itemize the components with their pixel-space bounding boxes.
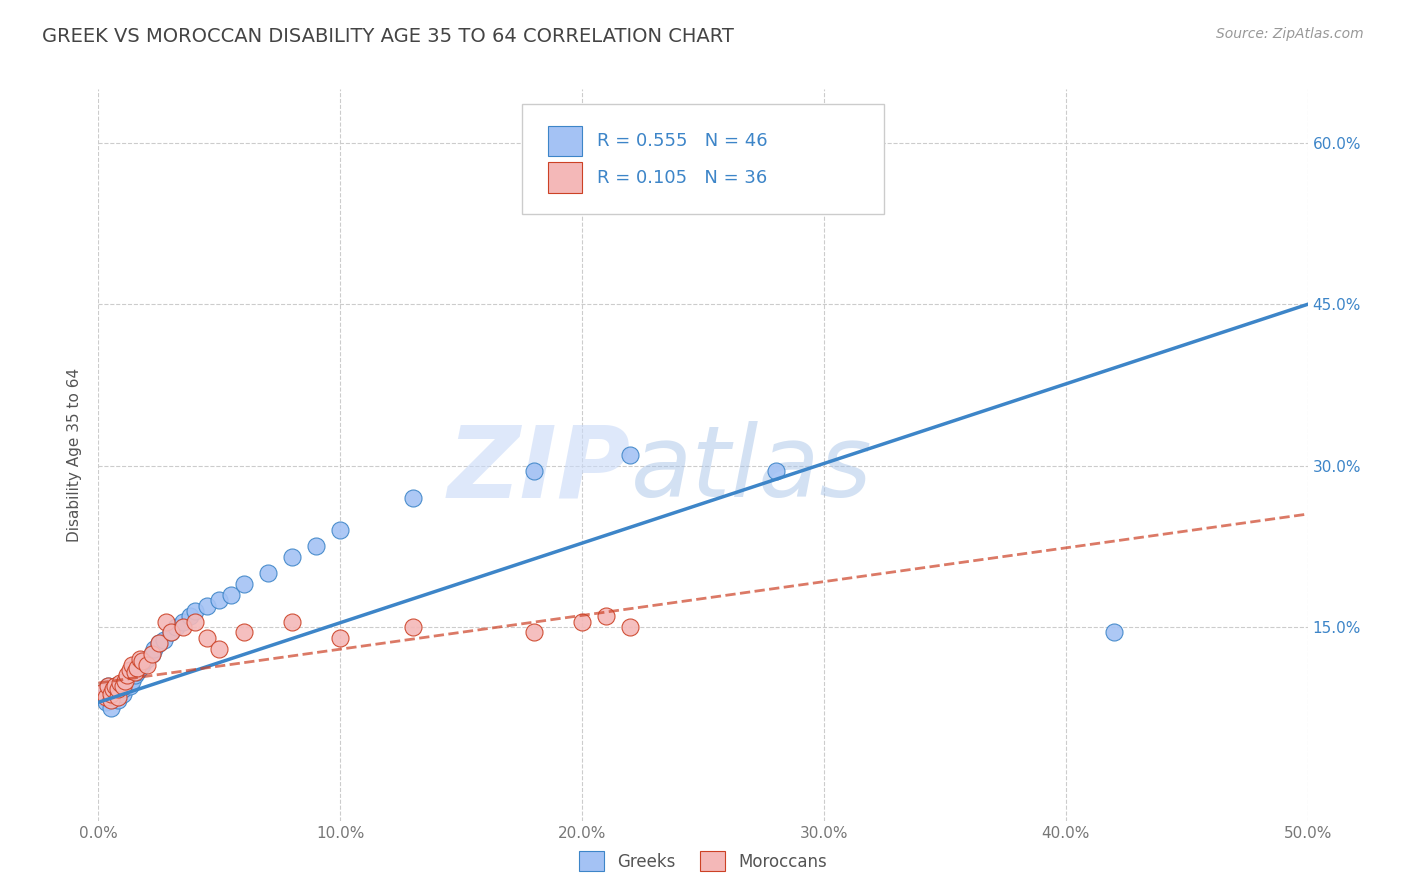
Point — [111, 682, 134, 697]
Point — [281, 615, 304, 629]
Point — [108, 676, 131, 690]
Point — [94, 690, 117, 704]
Text: ZIP: ZIP — [447, 421, 630, 518]
Point — [100, 700, 122, 714]
Point — [329, 523, 352, 537]
Point — [232, 577, 254, 591]
Point — [148, 636, 170, 650]
Point — [101, 687, 124, 701]
Point — [402, 491, 425, 505]
Point — [148, 636, 170, 650]
Point — [141, 647, 163, 661]
Point — [101, 682, 124, 697]
Point — [141, 647, 163, 661]
Text: atlas: atlas — [630, 421, 872, 518]
Point — [107, 693, 129, 707]
Point — [160, 625, 183, 640]
Legend: Greeks, Moroccans: Greeks, Moroccans — [572, 845, 834, 878]
Point — [114, 673, 136, 688]
Text: R = 0.105   N = 36: R = 0.105 N = 36 — [596, 169, 766, 186]
Point — [124, 665, 146, 680]
Point — [172, 620, 194, 634]
Point — [100, 693, 122, 707]
Point — [305, 539, 328, 553]
Point — [128, 652, 150, 666]
FancyBboxPatch shape — [548, 126, 582, 156]
Point — [91, 684, 114, 698]
Point — [131, 655, 153, 669]
Point — [117, 668, 139, 682]
Point — [165, 620, 187, 634]
Point — [100, 682, 122, 697]
Point — [221, 588, 243, 602]
Point — [118, 663, 141, 677]
Point — [195, 631, 218, 645]
Y-axis label: Disability Age 35 to 64: Disability Age 35 to 64 — [67, 368, 83, 542]
Point — [127, 665, 149, 680]
Point — [128, 661, 150, 675]
Point — [97, 679, 120, 693]
Point — [100, 690, 122, 704]
Point — [94, 695, 117, 709]
Point — [134, 655, 156, 669]
Point — [256, 566, 278, 581]
Point — [121, 673, 143, 688]
Point — [595, 609, 617, 624]
Point — [143, 641, 166, 656]
Point — [135, 657, 157, 672]
Point — [155, 615, 177, 629]
Point — [184, 615, 207, 629]
Point — [1102, 625, 1125, 640]
Point — [523, 464, 546, 478]
Point — [232, 625, 254, 640]
FancyBboxPatch shape — [522, 103, 884, 213]
Point — [100, 687, 122, 701]
Point — [131, 657, 153, 672]
Point — [179, 609, 201, 624]
Point — [118, 679, 141, 693]
Point — [329, 631, 352, 645]
Point — [104, 679, 127, 693]
Point — [117, 673, 139, 688]
Point — [107, 690, 129, 704]
Point — [208, 593, 231, 607]
Point — [523, 625, 546, 640]
Point — [619, 448, 641, 462]
Point — [127, 661, 149, 675]
Point — [111, 687, 134, 701]
Point — [97, 679, 120, 693]
Point — [571, 615, 593, 629]
Point — [114, 676, 136, 690]
Point — [104, 679, 127, 693]
Point — [152, 632, 174, 647]
Point — [91, 690, 114, 704]
Point — [107, 682, 129, 697]
Point — [281, 550, 304, 565]
Text: R = 0.555   N = 46: R = 0.555 N = 46 — [596, 132, 768, 150]
Point — [195, 599, 218, 613]
Point — [107, 684, 129, 698]
Point — [765, 464, 787, 478]
Point — [124, 668, 146, 682]
Point — [184, 604, 207, 618]
Point — [208, 641, 231, 656]
Point — [121, 657, 143, 672]
Point — [172, 615, 194, 629]
Text: GREEK VS MOROCCAN DISABILITY AGE 35 TO 64 CORRELATION CHART: GREEK VS MOROCCAN DISABILITY AGE 35 TO 6… — [42, 27, 734, 45]
Point — [402, 620, 425, 634]
Text: Source: ZipAtlas.com: Source: ZipAtlas.com — [1216, 27, 1364, 41]
Point — [108, 679, 131, 693]
Point — [160, 625, 183, 640]
Point — [135, 652, 157, 666]
Point — [111, 679, 134, 693]
FancyBboxPatch shape — [548, 162, 582, 193]
Point — [619, 620, 641, 634]
Point — [124, 663, 146, 677]
